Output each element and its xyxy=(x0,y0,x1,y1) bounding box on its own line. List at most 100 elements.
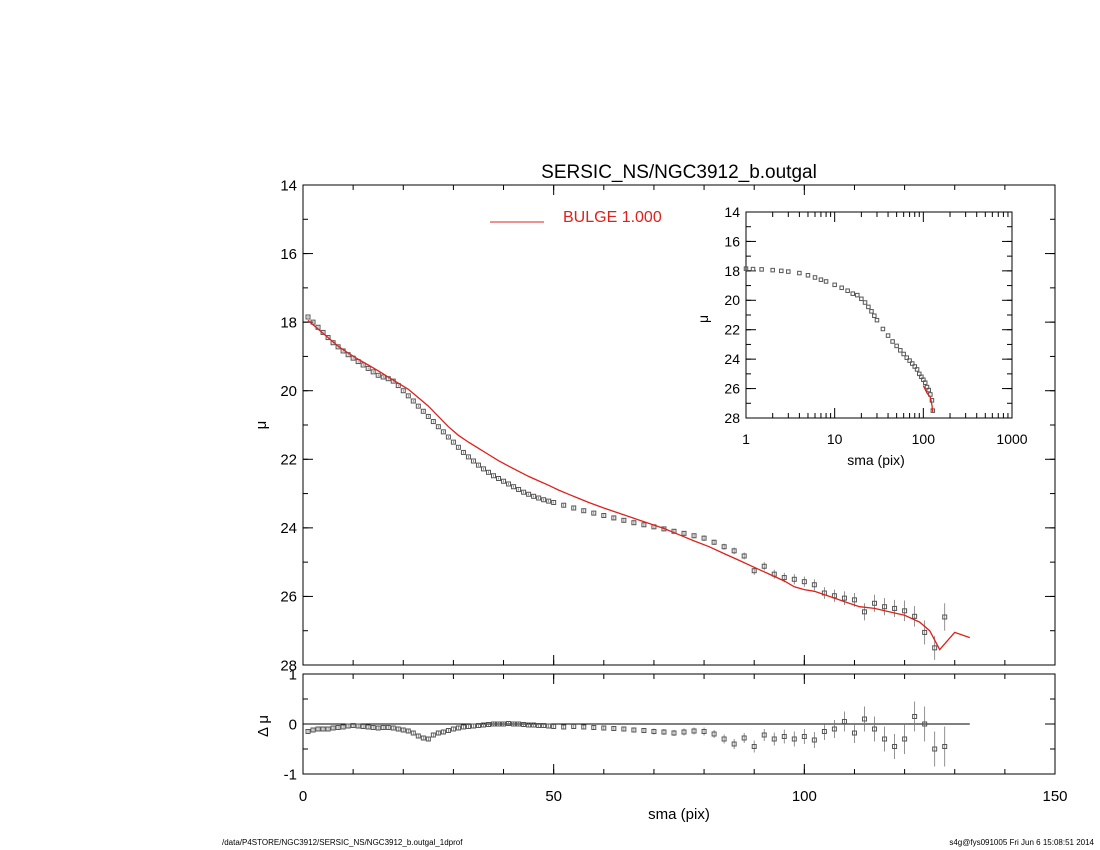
main-data-point xyxy=(731,548,737,554)
main-data-point xyxy=(811,582,817,588)
main-data-point xyxy=(912,613,918,619)
inset-data-point xyxy=(874,317,880,323)
main-data-point xyxy=(475,462,481,468)
main-y-tick-label: 16 xyxy=(280,246,297,263)
main-data-point xyxy=(691,533,697,539)
inset-data-point xyxy=(872,313,877,318)
residual-y-tick-label: 1 xyxy=(289,666,297,683)
residual-data-point xyxy=(741,735,747,741)
residual-y-tick-label: -1 xyxy=(284,766,297,783)
inset-data-point xyxy=(797,270,802,276)
residual-data-point xyxy=(325,726,331,732)
main-data-point xyxy=(531,493,537,499)
residual-data-point xyxy=(671,730,677,736)
main-data-point xyxy=(872,600,878,606)
residual-data-point xyxy=(350,723,356,728)
residual-data-point xyxy=(370,725,376,730)
main-data-point xyxy=(511,484,517,490)
main-data-point xyxy=(561,502,567,508)
residual-data-point xyxy=(882,736,888,742)
main-data-point xyxy=(400,388,406,394)
residual-data-point xyxy=(771,736,777,742)
main-y-tick-label: 26 xyxy=(280,589,297,606)
residual-data-point xyxy=(320,726,326,732)
inset-data-point xyxy=(845,288,850,293)
inset-data-point xyxy=(885,333,891,338)
main-data-point xyxy=(701,535,707,541)
inset-data-point xyxy=(832,282,837,288)
residual-data-point xyxy=(355,723,361,729)
residual-data-point xyxy=(345,723,351,729)
inset-y-tick-label: 18 xyxy=(724,263,740,279)
inset-y-tick-label: 28 xyxy=(724,410,740,426)
residual-data-point xyxy=(480,722,486,728)
inset-data-point xyxy=(805,273,811,278)
main-y-axis-label: μ xyxy=(253,421,270,430)
residual-data-point xyxy=(731,741,737,747)
residual-data-point xyxy=(711,731,717,737)
residual-data-point xyxy=(310,727,316,733)
main-data-point xyxy=(325,335,331,341)
main-data-point xyxy=(450,439,456,445)
residual-data-point xyxy=(340,724,346,730)
residual-data-point xyxy=(455,725,461,731)
inset-x-axis-label: sma (pix) xyxy=(847,452,905,468)
residual-data-point xyxy=(435,730,441,736)
main-frame xyxy=(302,184,1056,666)
residual-data-point xyxy=(942,744,948,749)
inset-data-point xyxy=(922,380,928,385)
inset-data-point xyxy=(912,364,917,369)
residual-data-point xyxy=(541,723,547,728)
residual-data-point xyxy=(475,723,481,728)
inset-data-point xyxy=(926,387,931,393)
main-data-point xyxy=(516,486,522,492)
residual-data-point xyxy=(651,729,657,734)
main-data-point xyxy=(420,408,426,414)
residual-data-point xyxy=(902,736,908,742)
residual-data-point xyxy=(526,722,532,728)
main-data-point xyxy=(380,374,386,380)
residual-data-point xyxy=(912,714,918,719)
residual-data-point xyxy=(420,735,426,741)
main-data-point xyxy=(365,365,371,371)
inset-y-tick-label: 20 xyxy=(724,292,740,308)
inset-data-point xyxy=(901,351,906,357)
inset-data-point xyxy=(910,361,915,366)
main-data-point xyxy=(932,645,938,651)
inset-x-tick-label: 1 xyxy=(742,431,750,447)
residual-data-point xyxy=(641,728,647,733)
residual-data-point xyxy=(511,721,517,727)
inset-data-point xyxy=(862,300,868,305)
residual-data-point xyxy=(932,746,938,752)
residual-data-point xyxy=(521,722,527,727)
main-data-point xyxy=(761,563,767,569)
inset-data-point xyxy=(839,285,844,291)
residual-data-point xyxy=(360,724,366,729)
main-data-point xyxy=(922,629,928,635)
x-axis-label: sma (pix) xyxy=(648,806,710,823)
main-data-point xyxy=(440,429,446,435)
main-data-point xyxy=(360,362,366,368)
main-data-point xyxy=(601,513,607,519)
inset-log-panel: 1 10 100 1000 14 16 18 20 22 24 26 28 xyxy=(724,204,1027,447)
main-data-point xyxy=(435,424,441,430)
residual-data-point xyxy=(390,725,396,731)
residual-data-point xyxy=(536,723,542,728)
inset-x-tick-label: 10 xyxy=(827,431,843,447)
main-y-tick-label: 18 xyxy=(280,314,297,331)
inset-data-point xyxy=(823,279,829,284)
inset-model-line xyxy=(922,385,934,413)
main-data-point xyxy=(841,595,847,601)
main-data-point xyxy=(741,553,747,559)
main-profile-panel: 14 16 18 20 22 24 26 28 xyxy=(280,177,1056,674)
residual-data-point xyxy=(491,721,497,727)
main-data-point xyxy=(445,434,451,440)
residual-data-point xyxy=(571,724,577,729)
residual-data-point xyxy=(430,732,436,738)
residual-data-point xyxy=(892,744,898,749)
residual-data-point xyxy=(516,721,522,727)
residual-data-point xyxy=(561,724,567,730)
inset-data-point xyxy=(907,358,912,363)
main-data-point xyxy=(801,579,807,585)
